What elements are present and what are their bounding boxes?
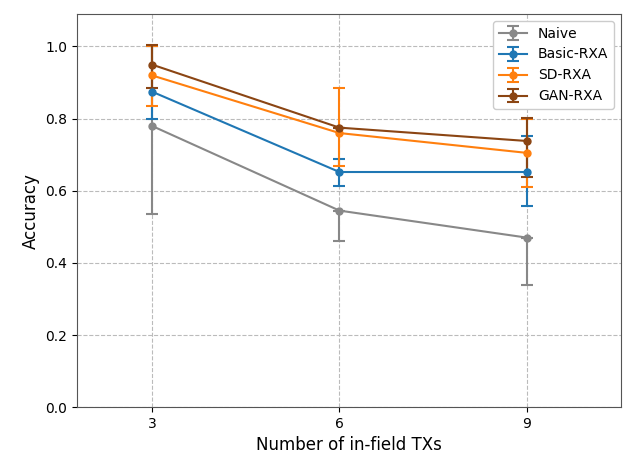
X-axis label: Number of in-field TXs: Number of in-field TXs: [256, 437, 442, 454]
Legend: Naive, Basic-RXA, SD-RXA, GAN-RXA: Naive, Basic-RXA, SD-RXA, GAN-RXA: [493, 21, 614, 109]
Y-axis label: Accuracy: Accuracy: [22, 173, 40, 249]
